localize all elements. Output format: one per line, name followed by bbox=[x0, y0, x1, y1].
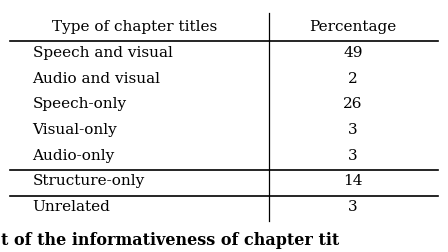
Text: Speech and visual: Speech and visual bbox=[33, 46, 172, 60]
Text: 3: 3 bbox=[348, 149, 358, 163]
Text: Audio-only: Audio-only bbox=[33, 149, 115, 163]
Text: 3: 3 bbox=[348, 200, 358, 214]
Text: Percentage: Percentage bbox=[310, 20, 397, 34]
Text: Visual-only: Visual-only bbox=[33, 123, 117, 137]
Text: Type of chapter titles: Type of chapter titles bbox=[52, 20, 218, 34]
Text: 2: 2 bbox=[348, 72, 358, 86]
Text: Speech-only: Speech-only bbox=[33, 97, 127, 111]
Text: Audio and visual: Audio and visual bbox=[33, 72, 160, 86]
Text: Structure-only: Structure-only bbox=[33, 174, 145, 188]
Text: 3: 3 bbox=[348, 123, 358, 137]
Text: 49: 49 bbox=[343, 46, 363, 60]
Text: 14: 14 bbox=[343, 174, 363, 188]
Text: Unrelated: Unrelated bbox=[33, 200, 110, 214]
Text: t of the informativeness of chapter tit: t of the informativeness of chapter tit bbox=[1, 233, 340, 249]
Text: 26: 26 bbox=[343, 97, 363, 111]
